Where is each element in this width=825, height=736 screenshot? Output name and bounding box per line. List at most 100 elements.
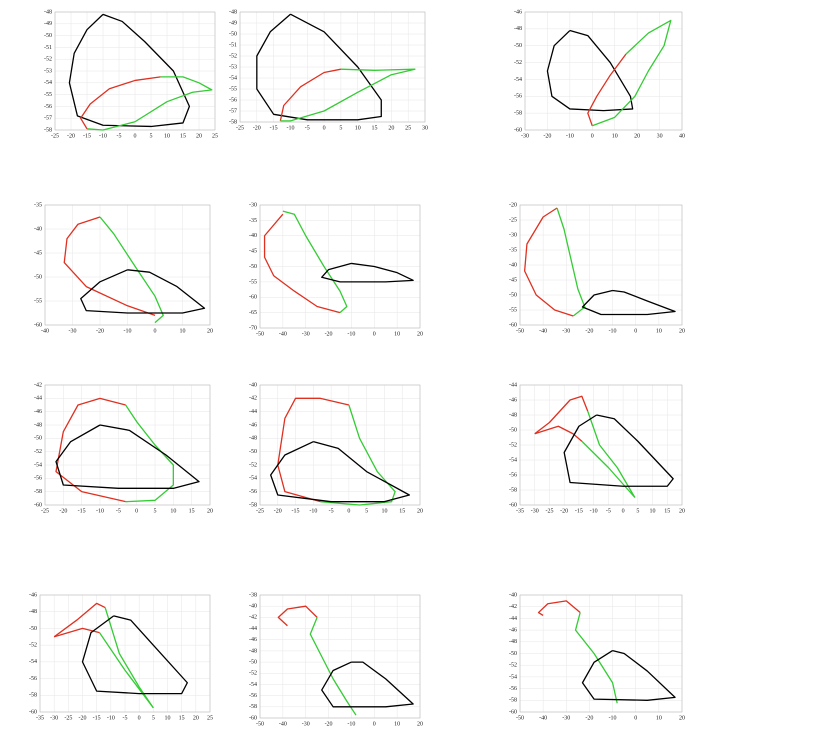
x-tick-label: -20 (274, 508, 282, 514)
y-tick-label: -48 (249, 436, 257, 442)
y-tick-label: -52 (509, 663, 517, 669)
x-tick-label: 20 (207, 508, 213, 514)
y-tick-label: -51 (229, 42, 237, 48)
x-tick-label: -30 (521, 133, 529, 139)
x-tick-label: -10 (99, 133, 107, 139)
x-tick-label: -25 (545, 508, 553, 514)
y-tick-label: -48 (44, 9, 52, 15)
x-tick-label: 0 (622, 508, 625, 514)
x-tick-label: -10 (124, 328, 132, 334)
plot-frame (239, 11, 426, 123)
y-tick-label: -40 (249, 382, 257, 388)
y-tick-label: -56 (509, 472, 517, 478)
x-tick-label: -10 (286, 125, 294, 131)
plot-frame (39, 594, 211, 713)
x-tick-label: -20 (585, 715, 593, 721)
y-tick-label: -50 (34, 274, 42, 280)
curve (125, 404, 174, 503)
y-tick-label: -45 (249, 249, 257, 255)
y-tick-label: -44 (249, 626, 257, 632)
x-tick-label: 10 (170, 508, 176, 514)
x-tick-label: -50 (256, 331, 264, 337)
x-tick-label: -20 (585, 328, 593, 334)
curve (98, 632, 154, 709)
x-tick-label: -10 (309, 508, 317, 514)
plot-frame (519, 594, 683, 713)
y-tick-label: -48 (34, 422, 42, 428)
y-tick-label: -42 (249, 396, 257, 402)
y-tick-label: -60 (509, 709, 517, 715)
x-tick-label: -5 (305, 125, 310, 131)
y-tick-label: -56 (29, 676, 37, 682)
y-tick-label: -35 (34, 202, 42, 208)
y-tick-label: -56 (34, 476, 42, 482)
x-tick-label: 25 (212, 133, 218, 139)
curve (321, 661, 414, 708)
x-tick-label: 5 (154, 508, 157, 514)
curve (256, 13, 382, 121)
x-tick-label: 0 (373, 721, 376, 727)
curve (55, 424, 200, 489)
y-tick-label: -46 (514, 9, 522, 15)
x-tick-label: 0 (138, 715, 141, 721)
y-tick-label: -44 (249, 409, 257, 415)
y-tick-label: -46 (509, 397, 517, 403)
y-tick-label: -48 (509, 412, 517, 418)
curve (309, 617, 357, 716)
x-tick-label: -40 (41, 328, 49, 334)
x-tick-label: 0 (634, 715, 637, 721)
x-tick-label: 20 (679, 715, 685, 721)
y-tick-label: -60 (514, 127, 522, 133)
curve (320, 404, 396, 506)
x-tick-label: -20 (59, 508, 67, 514)
x-tick-label: -20 (96, 328, 104, 334)
curve (53, 627, 100, 638)
y-tick-label: -42 (249, 615, 257, 621)
y-tick-label: -56 (249, 489, 257, 495)
x-tick-label: 20 (196, 133, 202, 139)
y-tick-label: -70 (249, 325, 257, 331)
curve (556, 207, 586, 317)
x-tick-label: 10 (656, 715, 662, 721)
y-tick-label: -51 (44, 45, 52, 51)
y-tick-label: -48 (29, 609, 37, 615)
subplot: -50 -40 -30 -20 -10 0 10 20 -60 -58 -56 -54 -52 -50 -4… (509, 592, 685, 721)
y-tick-label: -58 (509, 698, 517, 704)
x-tick-label: -15 (83, 133, 91, 139)
x-tick-label: 20 (417, 508, 423, 514)
curve (592, 19, 672, 127)
subplot: -35 -30 -25 -20 -15 -10 -5 0 5 10 15 20-60-58-56-54… (509, 382, 685, 514)
x-tick-label: 15 (664, 508, 670, 514)
x-tick-label: -25 (51, 133, 59, 139)
curve (523, 207, 574, 317)
y-tick-label: -48 (509, 639, 517, 645)
plot-frame (44, 384, 211, 506)
y-tick-label: -58 (29, 693, 37, 699)
curve (534, 425, 583, 442)
y-tick-label: -52 (249, 671, 257, 677)
x-tick-label: -5 (606, 508, 611, 514)
y-tick-label: -30 (509, 232, 517, 238)
x-tick-label: -15 (575, 508, 583, 514)
y-tick-label: -58 (509, 487, 517, 493)
x-tick-label: 25 (405, 125, 411, 131)
y-tick-label: -58 (229, 119, 237, 125)
y-tick-label: -56 (229, 97, 237, 103)
y-tick-label: -50 (249, 659, 257, 665)
y-tick-label: -52 (29, 643, 37, 649)
x-tick-label: -15 (270, 125, 278, 131)
y-tick-label: -20 (509, 202, 517, 208)
x-tick-label: -15 (93, 715, 101, 721)
x-tick-label: -30 (531, 508, 539, 514)
x-tick-label: -10 (347, 721, 355, 727)
x-tick-label: 0 (373, 331, 376, 337)
y-tick-label: -50 (514, 43, 522, 49)
y-tick-label: -40 (509, 262, 517, 268)
y-tick-label: -50 (44, 33, 52, 39)
curve (581, 289, 676, 316)
y-tick-label: -45 (509, 277, 517, 283)
x-tick-label: 15 (399, 508, 405, 514)
y-tick-label: -44 (509, 382, 517, 388)
subplot: -25 -20 -15 -10 -5 0 5 10 15 20 25 30-58-57-56-55-5… (229, 9, 428, 131)
